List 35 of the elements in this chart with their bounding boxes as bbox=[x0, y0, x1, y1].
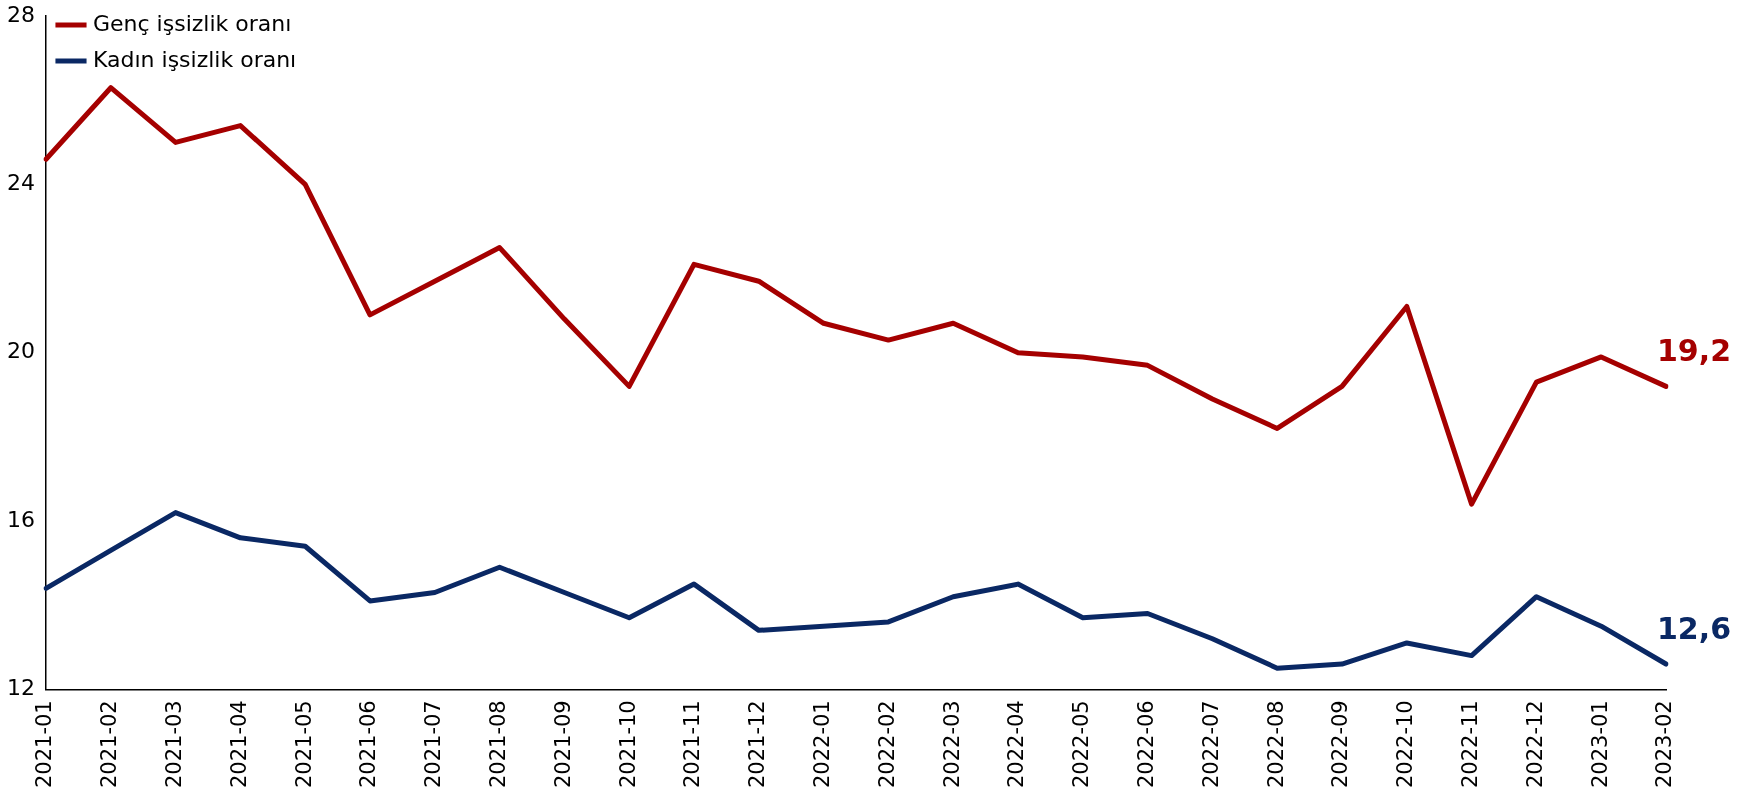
x-tick-label: 2021-09 bbox=[550, 700, 575, 789]
x-tick-label: 2022-01 bbox=[810, 700, 835, 789]
x-tick-label: 2021-02 bbox=[97, 700, 122, 789]
x-tick-label: 2021-04 bbox=[226, 700, 251, 789]
x-tick-label: 2021-10 bbox=[615, 700, 640, 789]
x-tick-label: 2022-06 bbox=[1134, 700, 1159, 789]
x-tick-label: 2021-05 bbox=[291, 700, 316, 789]
data-label: 12,6 bbox=[1656, 610, 1732, 646]
x-tick-label: 2022-07 bbox=[1198, 700, 1223, 789]
y-tick-label: 20 bbox=[6, 338, 35, 364]
x-tick-label: 2021-12 bbox=[745, 700, 770, 789]
x-tick-label: 2021-03 bbox=[162, 700, 187, 789]
legend-label: Genç işsizlik oranı bbox=[92, 10, 292, 36]
x-tick-label: 2022-02 bbox=[874, 700, 899, 789]
legend-label: Kadın işsizlik oranı bbox=[92, 46, 297, 72]
x-tick-label: 2022-05 bbox=[1069, 700, 1094, 789]
x-tick-label: 2023-01 bbox=[1587, 700, 1612, 789]
y-tick-label: 12 bbox=[6, 674, 35, 700]
x-tick-label: 2022-10 bbox=[1393, 700, 1418, 789]
x-tick-label: 2023-02 bbox=[1652, 700, 1677, 789]
x-tick-label: 2022-08 bbox=[1263, 700, 1288, 789]
y-tick-label: 28 bbox=[6, 1, 35, 27]
data-label: 19,2 bbox=[1656, 333, 1732, 369]
x-tick-label: 2021-11 bbox=[680, 700, 705, 789]
x-tick-label: 2021-08 bbox=[486, 700, 511, 789]
x-tick-label: 2021-06 bbox=[356, 700, 381, 789]
x-tick-label: 2022-03 bbox=[939, 700, 964, 789]
x-tick-label: 2022-04 bbox=[1004, 700, 1029, 789]
y-tick-label: 16 bbox=[6, 506, 35, 532]
x-tick-label: 2022-12 bbox=[1522, 700, 1547, 789]
x-tick-label: 2022-09 bbox=[1328, 700, 1353, 789]
x-tick-label: 2021-01 bbox=[32, 700, 57, 789]
x-tick-label: 2022-11 bbox=[1458, 700, 1483, 789]
y-tick-label: 24 bbox=[6, 170, 35, 196]
x-tick-label: 2021-07 bbox=[421, 700, 446, 789]
